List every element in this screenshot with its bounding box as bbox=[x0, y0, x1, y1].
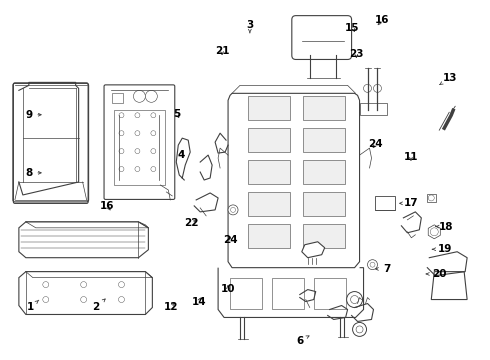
Bar bbox=[360, 103, 388, 115]
Circle shape bbox=[119, 149, 124, 154]
Circle shape bbox=[81, 297, 87, 302]
Text: 24: 24 bbox=[223, 235, 238, 245]
Circle shape bbox=[151, 113, 156, 118]
Bar bbox=[303, 224, 344, 248]
Circle shape bbox=[368, 260, 377, 270]
Bar bbox=[248, 128, 290, 152]
Text: 19: 19 bbox=[432, 244, 452, 254]
Text: 15: 15 bbox=[345, 23, 360, 33]
Text: 8: 8 bbox=[25, 168, 41, 178]
Bar bbox=[43, 94, 51, 100]
Text: 7: 7 bbox=[376, 264, 390, 274]
Bar bbox=[272, 278, 304, 310]
Polygon shape bbox=[431, 272, 467, 300]
Circle shape bbox=[356, 326, 363, 333]
Circle shape bbox=[151, 167, 156, 171]
Circle shape bbox=[373, 84, 382, 92]
Bar bbox=[54, 94, 62, 100]
Bar bbox=[303, 160, 344, 184]
Circle shape bbox=[146, 90, 157, 102]
Bar bbox=[248, 192, 290, 216]
Bar bbox=[303, 192, 344, 216]
Text: 16: 16 bbox=[100, 201, 115, 211]
Text: 12: 12 bbox=[164, 302, 178, 312]
Text: 13: 13 bbox=[440, 73, 457, 85]
Circle shape bbox=[43, 297, 49, 302]
FancyBboxPatch shape bbox=[292, 15, 352, 59]
Text: 10: 10 bbox=[220, 284, 235, 294]
Circle shape bbox=[135, 149, 140, 154]
Bar bbox=[31, 94, 39, 100]
Text: 9: 9 bbox=[25, 110, 41, 120]
Text: 2: 2 bbox=[93, 299, 105, 312]
Text: 6: 6 bbox=[296, 336, 309, 346]
Circle shape bbox=[133, 90, 146, 102]
Circle shape bbox=[135, 113, 140, 118]
Polygon shape bbox=[19, 222, 148, 258]
Circle shape bbox=[119, 131, 124, 136]
Text: 1: 1 bbox=[26, 300, 39, 312]
Text: 14: 14 bbox=[191, 297, 206, 307]
Text: 4: 4 bbox=[178, 150, 185, 160]
Text: 16: 16 bbox=[374, 15, 389, 26]
Circle shape bbox=[119, 167, 124, 171]
Bar bbox=[248, 160, 290, 184]
FancyBboxPatch shape bbox=[104, 85, 175, 199]
Circle shape bbox=[346, 292, 363, 307]
Text: 23: 23 bbox=[349, 49, 364, 59]
Circle shape bbox=[364, 84, 371, 92]
Text: 22: 22 bbox=[184, 218, 198, 228]
Bar bbox=[248, 96, 290, 120]
Circle shape bbox=[119, 297, 124, 302]
Text: 18: 18 bbox=[436, 222, 453, 231]
Bar bbox=[114, 110, 165, 185]
Polygon shape bbox=[228, 93, 360, 268]
Circle shape bbox=[353, 323, 367, 336]
Bar bbox=[375, 196, 395, 210]
Circle shape bbox=[81, 282, 87, 288]
Text: 3: 3 bbox=[246, 20, 253, 33]
Circle shape bbox=[119, 113, 124, 118]
Polygon shape bbox=[302, 242, 325, 258]
Text: 20: 20 bbox=[426, 269, 446, 279]
Circle shape bbox=[151, 131, 156, 136]
Circle shape bbox=[428, 195, 434, 201]
Circle shape bbox=[350, 296, 359, 303]
Circle shape bbox=[119, 282, 124, 288]
Bar bbox=[303, 96, 344, 120]
Circle shape bbox=[228, 205, 238, 215]
Text: 21: 21 bbox=[215, 46, 229, 56]
Text: 17: 17 bbox=[400, 198, 418, 208]
Circle shape bbox=[135, 131, 140, 136]
Circle shape bbox=[43, 282, 49, 288]
Circle shape bbox=[370, 262, 375, 267]
Text: 24: 24 bbox=[368, 139, 383, 149]
Text: 11: 11 bbox=[404, 152, 418, 162]
FancyBboxPatch shape bbox=[13, 84, 89, 202]
Circle shape bbox=[430, 228, 438, 236]
Circle shape bbox=[231, 207, 236, 212]
Bar bbox=[112, 93, 123, 103]
Bar bbox=[230, 278, 262, 310]
Bar bbox=[314, 278, 345, 310]
Bar bbox=[248, 224, 290, 248]
Circle shape bbox=[151, 149, 156, 154]
Text: 5: 5 bbox=[173, 109, 180, 119]
Bar bbox=[303, 128, 344, 152]
Circle shape bbox=[135, 167, 140, 171]
Polygon shape bbox=[19, 272, 152, 315]
